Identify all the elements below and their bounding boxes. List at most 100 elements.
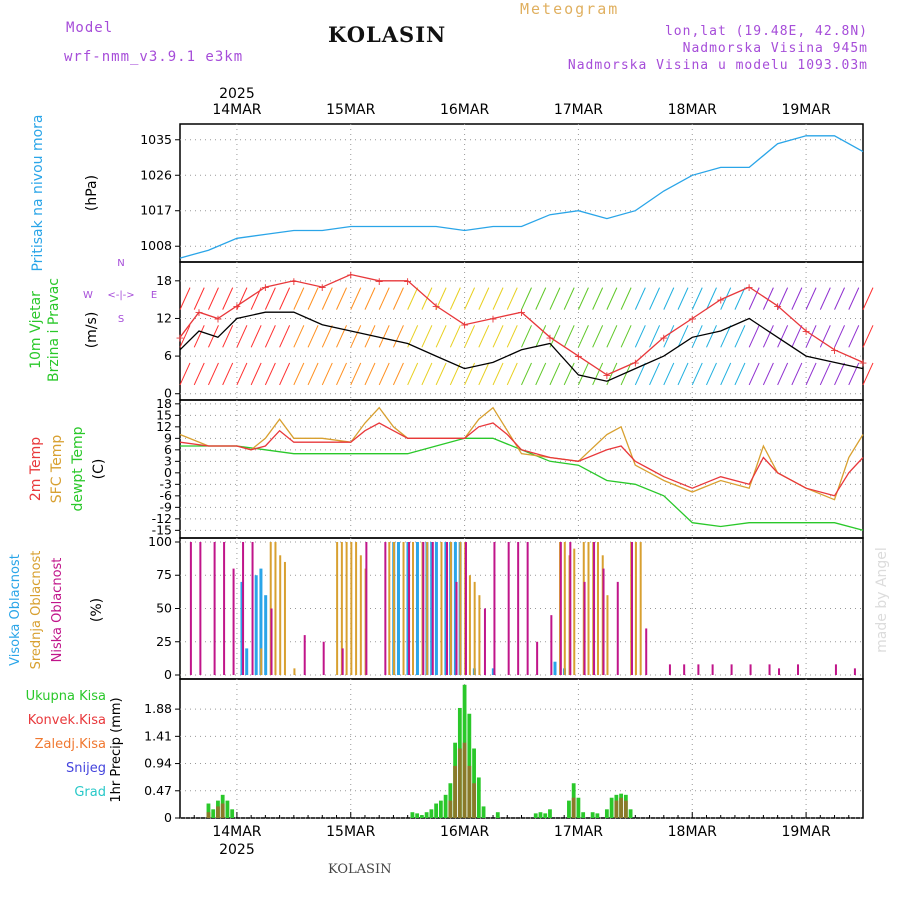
wind-barb (321, 325, 333, 348)
y-tick-label: 25 (156, 634, 172, 649)
wind-title-1: 10m Vjetar (28, 291, 44, 369)
precip-legend-item: Zaledj.Kisa (35, 737, 106, 752)
bottom-date-label: 19MAR (781, 824, 830, 840)
conv-precip-bar (206, 812, 211, 818)
total-precip-bar (595, 813, 600, 818)
conv-precip-bar (216, 806, 220, 818)
wind-barb (492, 362, 504, 386)
wind-barb (848, 362, 860, 386)
total-precip-bar (415, 813, 420, 818)
mid-cloud-bar (459, 541, 462, 676)
wind-barb (293, 362, 305, 386)
top-date-label: 15MAR (326, 102, 375, 118)
wind-barb (592, 362, 604, 386)
mid-cloud-bar (639, 541, 642, 676)
low-cloud-bar (730, 664, 733, 676)
wind-barb (307, 325, 319, 348)
wind-barb (549, 362, 561, 386)
wind-barb (464, 287, 476, 310)
total-precip-bar (225, 800, 230, 818)
wind-barb (208, 287, 219, 310)
total-precip-bar (590, 812, 595, 818)
gust-marker: + (232, 300, 241, 313)
wind-barb (592, 325, 604, 348)
wind-barb (222, 287, 234, 310)
low-cloud-bar (550, 615, 553, 676)
gust-marker: + (688, 312, 697, 325)
wind-barb (535, 362, 547, 386)
low-cloud-bar (431, 541, 434, 676)
wind-barb (535, 325, 547, 348)
precip-legend-item: Snijeg (66, 761, 106, 776)
y-tick-label: 1035 (140, 132, 172, 147)
gust-marker: + (517, 306, 526, 319)
total-precip-bar (581, 812, 586, 818)
wind-barb (492, 287, 504, 310)
gust-marker: + (488, 312, 497, 325)
low-cloud-bar (853, 668, 856, 676)
wind-barb (421, 287, 433, 310)
gust-marker: + (716, 294, 725, 307)
cloud-unit: (%) (89, 598, 105, 622)
total-precip-bar (476, 777, 481, 818)
low-cloud-bar (749, 664, 752, 676)
high-cloud-bar (240, 581, 244, 676)
sfc-temp-line (179, 406, 864, 501)
low-cloud-bar (464, 541, 467, 676)
low-cloud-bar (242, 541, 245, 676)
y-tick-label: 0 (164, 465, 172, 480)
wind-barb (222, 325, 234, 348)
temp-unit: (C) (91, 459, 107, 480)
gust-marker: + (773, 300, 782, 313)
conv-precip-bar (448, 800, 453, 818)
wind-title-2: Brzina i Pravac (46, 278, 62, 382)
sfc-title: SFC Temp (49, 435, 65, 504)
y-tick-label: 1.41 (144, 728, 172, 743)
wind-barb (279, 362, 291, 386)
panel-frame-temperature (179, 399, 864, 539)
wind-barb (634, 362, 646, 386)
low-cloud-bar (384, 541, 387, 676)
mid-cloud-bar (393, 541, 396, 676)
compass-s: S (118, 314, 124, 325)
conv-precip-bar (462, 742, 467, 818)
high-cloud-bar (264, 595, 268, 676)
gust-marker: + (432, 300, 441, 313)
wind-barb (677, 362, 689, 386)
low-cloud-bar (616, 581, 619, 676)
wind-barb (350, 325, 362, 348)
wind-barb (677, 287, 689, 310)
total-precip-bar (429, 809, 434, 818)
total-precip-bar (424, 812, 429, 818)
mid-cloud-bar (345, 541, 348, 676)
gust-marker: + (213, 312, 222, 325)
mid-cloud-bar (336, 541, 339, 676)
y-tick-label: 0.47 (144, 783, 172, 798)
low-cloud-bar (602, 568, 605, 676)
y-tick-label: -12 (152, 511, 172, 526)
temp2m-line (179, 422, 864, 497)
wind-barb (264, 325, 276, 348)
wind-barb (620, 362, 632, 386)
wind-barb (506, 287, 518, 310)
low-cloud-bar (834, 664, 837, 676)
low-cloud-bar (303, 635, 306, 676)
mid-cloud-bar (274, 541, 277, 676)
wind-barb (592, 287, 604, 310)
y-tick-label: 3 (164, 453, 172, 468)
wind-barb (748, 287, 760, 310)
wind-barb (307, 362, 319, 386)
low-cloud-bar (455, 581, 458, 676)
total-precip-bar (211, 809, 216, 818)
wind-barb (819, 362, 831, 386)
wind-barb (734, 287, 746, 310)
wind-barb (293, 325, 305, 348)
conv-precip-bar (614, 800, 619, 818)
wind-barb (691, 287, 703, 310)
y-tick-label: 6 (164, 348, 172, 363)
gust-marker: + (375, 275, 384, 288)
y-tick-label: 0.94 (144, 756, 172, 771)
low-cloud-bar (270, 608, 273, 676)
low-cloud-bar (408, 541, 411, 676)
precip-legend-item: Grad (74, 785, 106, 800)
